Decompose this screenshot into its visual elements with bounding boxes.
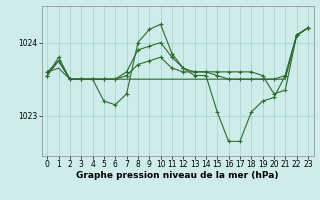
X-axis label: Graphe pression niveau de la mer (hPa): Graphe pression niveau de la mer (hPa) bbox=[76, 171, 279, 180]
